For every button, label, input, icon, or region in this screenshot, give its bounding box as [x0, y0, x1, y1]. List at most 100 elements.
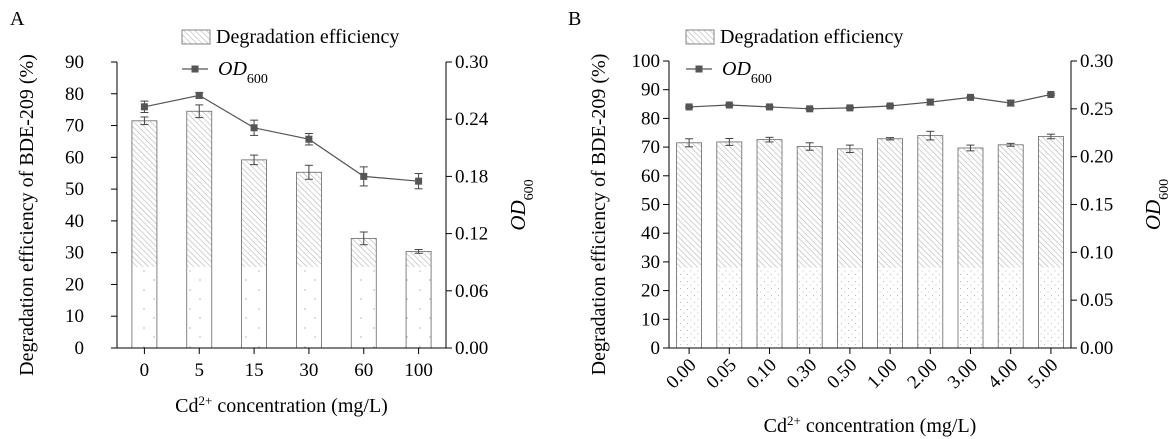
- y-tick-label: 40: [65, 211, 84, 232]
- legend-swatch-bar: [181, 29, 211, 45]
- od-point: [305, 135, 313, 143]
- bar-lower-fill: [958, 267, 983, 348]
- bar-lower-fill: [998, 267, 1024, 348]
- bar-lower-fill: [131, 266, 157, 348]
- y-tick-label: 20: [65, 274, 84, 295]
- bar-upper-fill: [1038, 136, 1064, 268]
- x-axis-title: Cd2+ concentration (mg/L): [764, 413, 977, 438]
- od-point: [886, 102, 894, 110]
- y2-tick-label: 0.00: [455, 338, 488, 359]
- bar-lower-fill: [676, 267, 702, 348]
- y2-tick-label: 0.05: [1080, 290, 1113, 311]
- panel-label: B: [568, 8, 581, 30]
- x-axis-title-main: Cd: [175, 395, 198, 417]
- bar-lower-fill: [877, 267, 903, 348]
- chart-panel-A: A01020304050607080900.000.060.120.180.24…: [10, 8, 537, 417]
- y2-axis-title: OD600: [1141, 179, 1171, 230]
- legend-label-line-main: OD: [722, 58, 751, 80]
- od-point: [685, 103, 693, 111]
- y-axis-title: Degradation efficiency of BDE-209 (%): [588, 54, 610, 376]
- y2-tick-label: 0.18: [455, 166, 488, 187]
- od-point: [360, 172, 368, 180]
- y-tick-label: 50: [641, 195, 660, 216]
- x-tick-label: 4.00: [984, 355, 1022, 393]
- bar-upper-fill: [837, 148, 863, 268]
- legend-label-line: OD600: [218, 58, 268, 87]
- legend-label-bar: Degradation efficiency: [216, 26, 399, 48]
- y-tick-label: 90: [65, 52, 84, 73]
- y2-tick-label: 0.06: [455, 281, 488, 302]
- bar-lower-fill: [296, 266, 322, 348]
- y2-tick-label: 0.15: [1080, 195, 1113, 216]
- bar-upper-fill: [131, 120, 157, 267]
- bar-upper-fill: [186, 111, 212, 267]
- od-point: [250, 124, 258, 132]
- od-point: [195, 91, 203, 99]
- bar-lower-fill: [351, 266, 377, 348]
- y2-tick-label: 0.00: [1080, 338, 1113, 359]
- bar-lower-fill: [917, 267, 943, 348]
- x-tick-label: 0.30: [783, 355, 821, 393]
- y-tick-label: 0: [75, 338, 85, 359]
- legend: Degradation efficiency OD600: [181, 26, 399, 87]
- y2-tick-label: 0.24: [455, 109, 489, 130]
- x-tick-label: 0: [140, 360, 150, 381]
- y2-tick-label: 0.30: [455, 52, 488, 73]
- od-line: [689, 93, 1052, 110]
- y2-axis-title: OD600: [506, 179, 537, 230]
- y-tick-label: 70: [641, 137, 660, 158]
- y2-tick-label: 0.10: [1080, 242, 1113, 263]
- od-point: [806, 105, 814, 113]
- legend-label-line-sub: 600: [247, 72, 268, 87]
- bar-upper-fill: [958, 147, 983, 268]
- y2-tick-label: 0.20: [1080, 147, 1113, 168]
- od-point: [415, 177, 423, 185]
- bar-lower-fill: [1038, 267, 1064, 348]
- y-tick-label: 90: [641, 80, 660, 101]
- x-tick-label: 60: [354, 360, 373, 381]
- y-axis-title: Degradation efficiency of BDE-209 (%): [16, 54, 38, 376]
- legend: Degradation efficiency OD600: [685, 26, 903, 87]
- legend-label-bar: Degradation efficiency: [720, 26, 903, 48]
- legend-point-swatch: [695, 65, 703, 73]
- bar-upper-fill: [998, 144, 1024, 268]
- legend-label-line: OD600: [722, 58, 772, 87]
- legend-point-swatch: [191, 65, 199, 73]
- y-tick-label: 10: [65, 306, 84, 327]
- x-tick-label: 15: [245, 360, 264, 381]
- od-line: [144, 94, 419, 182]
- x-axis-title: Cd2+ concentration (mg/L): [175, 393, 388, 418]
- bar-upper-fill: [797, 146, 823, 268]
- x-axis-title-tail: concentration (mg/L): [801, 415, 977, 437]
- y2-axis-title-main: OD: [506, 200, 530, 230]
- bar-lower-fill: [716, 267, 742, 348]
- y-tick-label: 0: [651, 338, 661, 359]
- y-tick-label: 50: [65, 179, 84, 200]
- x-tick-label: 5: [195, 360, 205, 381]
- x-tick-label: 0.05: [702, 355, 740, 393]
- x-axis-title-main: Cd: [764, 415, 787, 437]
- x-tick-label: 3.00: [944, 355, 982, 393]
- bar-lower-fill: [406, 266, 432, 348]
- y2-tick-label: 0.30: [1080, 51, 1113, 72]
- bar-upper-fill: [716, 141, 742, 268]
- y2-axis-title-sub: 600: [1157, 179, 1171, 200]
- x-tick-label: 5.00: [1024, 355, 1062, 393]
- od-point: [926, 98, 934, 106]
- bar-upper-fill: [757, 139, 782, 268]
- legend-swatch-bar: [685, 29, 715, 45]
- od-point: [766, 103, 773, 111]
- x-tick-label: 0.10: [743, 355, 781, 393]
- x-tick-label: 0.50: [823, 355, 861, 393]
- bar-upper-fill: [917, 135, 943, 268]
- y-tick-label: 80: [641, 108, 660, 129]
- y-tick-label: 100: [632, 51, 661, 72]
- y-tick-label: 30: [641, 252, 660, 273]
- x-tick-label: 1.00: [863, 355, 901, 393]
- x-tick-label: 0.00: [662, 355, 700, 393]
- bar-lower-fill: [837, 267, 863, 348]
- bar-upper-fill: [406, 251, 432, 267]
- y-tick-label: 40: [641, 223, 660, 244]
- y2-axis-title-main: OD: [1141, 200, 1165, 230]
- legend-label-line-main: OD: [218, 58, 247, 80]
